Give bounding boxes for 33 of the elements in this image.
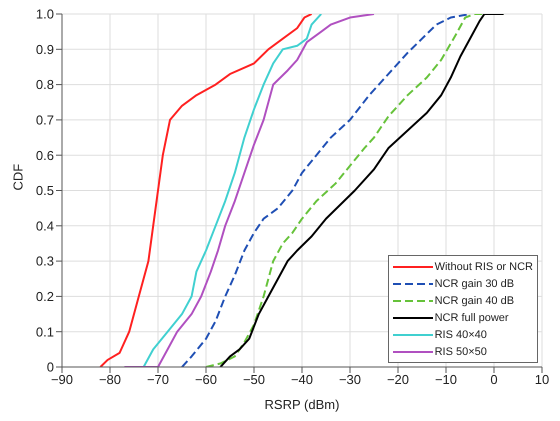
- x-tick-label: −20: [386, 372, 410, 388]
- x-tick-label: −80: [98, 372, 122, 388]
- y-tick-label: 0.4: [36, 218, 54, 234]
- y-tick-label: 0: [46, 360, 54, 375]
- y-tick-label: 1.0: [36, 6, 54, 22]
- y-tick-label: 0.2: [36, 289, 54, 304]
- x-tick-label: −90: [50, 372, 74, 388]
- legend-label: NCR gain 40 dB: [434, 294, 514, 306]
- x-axis-title: RSRP (dBm): [264, 397, 340, 412]
- legend-label: RIS 40×40: [434, 328, 487, 340]
- line-series: [123, 14, 375, 367]
- x-tick-label: 10: [534, 372, 550, 388]
- y-tick-label: 0.5: [36, 183, 54, 198]
- y-tick-label: 0.9: [36, 42, 54, 57]
- y-tick-label: 0.8: [36, 77, 54, 92]
- legend-label: Without RIS or NCR: [434, 260, 533, 272]
- legend-label: NCR gain 30 dB: [434, 278, 514, 290]
- legend-label: NCR full power: [434, 312, 509, 324]
- x-tick-label: −60: [194, 372, 218, 388]
- x-tick-label: −10: [434, 372, 458, 388]
- y-tick-label: 0.3: [36, 254, 54, 269]
- y-tick-label: 0.1: [36, 324, 54, 340]
- x-tick-label: 0: [490, 372, 498, 388]
- y-tick-label: 0.7: [36, 112, 54, 128]
- y-axis-title: CDF: [10, 164, 26, 190]
- legend-label: RIS 50×50: [434, 346, 487, 358]
- line-series: [99, 14, 313, 367]
- x-tick-label: −30: [338, 372, 362, 388]
- x-tick-label: −40: [290, 372, 314, 388]
- x-tick-label: −50: [242, 372, 266, 388]
- line-series: [142, 14, 322, 367]
- x-tick-label: −70: [146, 372, 170, 388]
- y-tick-label: 0.6: [36, 148, 54, 163]
